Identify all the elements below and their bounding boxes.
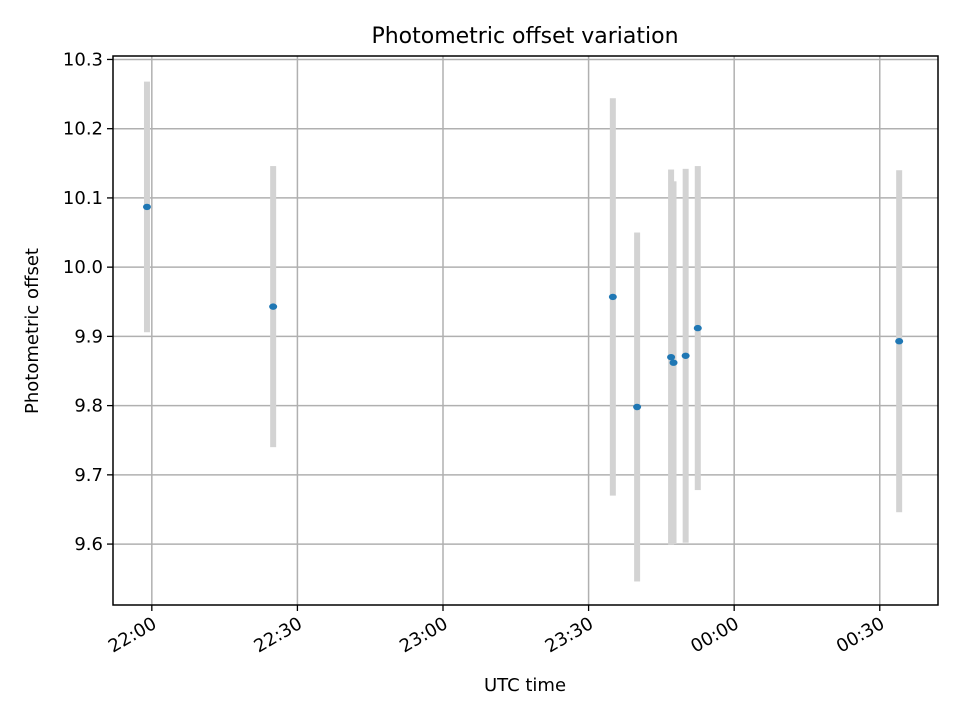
grid-lines (113, 56, 938, 605)
y-tick-label: 10.2 (63, 119, 103, 140)
data-point (633, 403, 642, 411)
data-point (669, 359, 678, 366)
y-tick-label: 10.0 (63, 257, 103, 278)
data-point (693, 324, 702, 332)
data-point (269, 303, 278, 310)
plot-frame (112, 55, 939, 606)
y-tick-label: 10.1 (63, 188, 103, 209)
y-tick-label: 9.8 (74, 396, 103, 417)
chart-title: Photometric offset variation (371, 24, 678, 49)
y-tick-label: 9.9 (74, 326, 103, 347)
x-axis-label: UTC time (484, 675, 566, 696)
data-point (608, 293, 617, 301)
data-point (667, 353, 676, 361)
data-point (895, 338, 904, 345)
y-axis-label: Photometric offset (22, 248, 43, 414)
data-point (142, 203, 151, 211)
y-tick-label: 10.3 (63, 49, 103, 70)
y-tick-label: 9.6 (74, 534, 103, 555)
data-points (142, 203, 904, 411)
y-tick-label: 9.7 (74, 465, 103, 486)
data-point (681, 352, 690, 359)
